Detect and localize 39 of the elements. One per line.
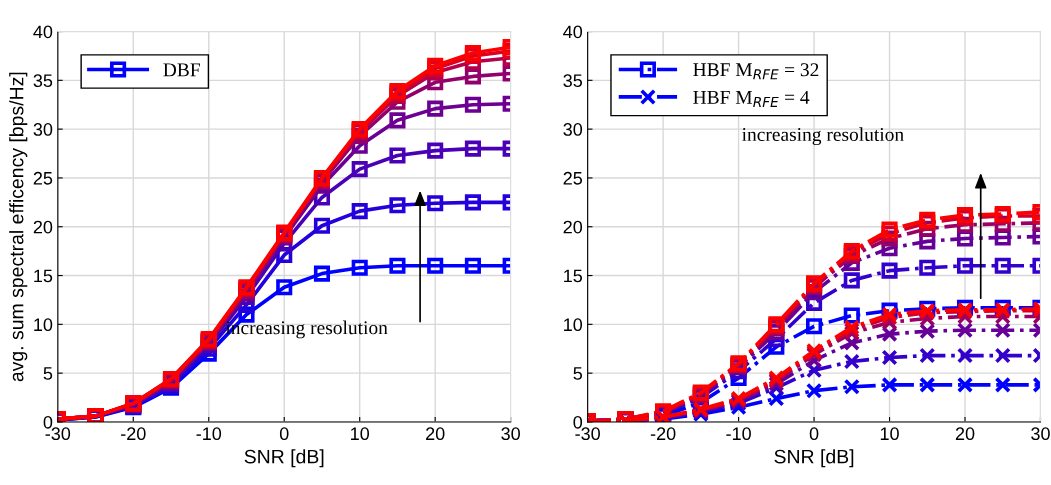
x-tick-label: -20 bbox=[650, 427, 676, 441]
y-tick-label: 10 bbox=[564, 318, 583, 332]
x-tick-label: 20 bbox=[426, 427, 445, 441]
legend-label: DBF bbox=[163, 63, 200, 77]
x-tick-label: -10 bbox=[726, 427, 751, 441]
legend-label: HBF M$_{RFE}$ = 4 bbox=[693, 90, 810, 107]
x-tick-label: 20 bbox=[955, 427, 975, 441]
y-axis-title: avg. sum spectral efficency [bps/Hz] bbox=[9, 72, 28, 382]
annotation: increasing resolution bbox=[742, 127, 904, 146]
y-tick-label: 25 bbox=[563, 171, 583, 185]
x-axis-title: SNR [dB] bbox=[774, 449, 854, 468]
x-tick-label: 0 bbox=[809, 427, 819, 441]
y-tick-label: 40 bbox=[563, 25, 583, 39]
y-tick-label: 35 bbox=[563, 74, 583, 88]
y-tick-label: 0 bbox=[43, 415, 53, 429]
legend-label: HBF M$_{RFE}$ = 32 bbox=[693, 63, 819, 80]
y-tick-label: 30 bbox=[563, 123, 583, 136]
y-tick-label: 20 bbox=[563, 220, 583, 234]
x-tick-label: 10 bbox=[880, 427, 899, 441]
y-tick-label: 20 bbox=[33, 220, 53, 234]
y-tick-label: 35 bbox=[33, 74, 53, 88]
x-tick-label: 30 bbox=[1031, 427, 1050, 441]
y-tick-label: 5 bbox=[43, 367, 53, 380]
x-tick-label: 10 bbox=[351, 427, 370, 441]
x-tick-label: 0 bbox=[279, 427, 289, 441]
x-tick-label: -30 bbox=[45, 427, 71, 441]
y-tick-label: 40 bbox=[33, 25, 53, 39]
y-tick-label: 5 bbox=[573, 367, 583, 380]
y-tick-label: 0 bbox=[573, 415, 583, 429]
y-tick-label: 15 bbox=[34, 269, 53, 283]
x-tick-label: -30 bbox=[575, 427, 600, 441]
x-axis-title: SNR [dB] bbox=[244, 449, 324, 468]
x-tick-label: -10 bbox=[196, 427, 222, 441]
y-tick-label: 15 bbox=[564, 269, 583, 283]
y-tick-label: 25 bbox=[33, 171, 53, 185]
y-tick-label: 10 bbox=[34, 318, 53, 332]
x-tick-label: 30 bbox=[501, 427, 520, 441]
x-tick-label: -20 bbox=[121, 427, 146, 441]
y-tick-label: 30 bbox=[33, 123, 53, 136]
